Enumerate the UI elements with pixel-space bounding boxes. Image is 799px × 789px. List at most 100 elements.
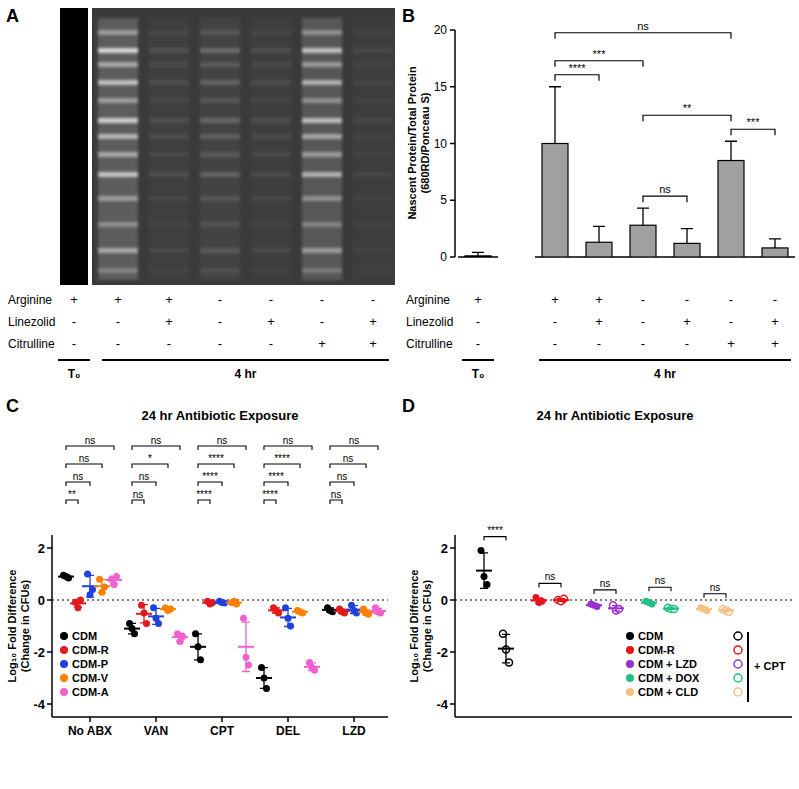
error-bar [612, 606, 620, 611]
x-tick [155, 717, 157, 722]
significance-bracket [555, 75, 599, 81]
significance-bracket [264, 464, 300, 468]
significance-label: ns [79, 453, 90, 464]
blot-band [98, 196, 138, 201]
significance-label: **** [487, 525, 503, 536]
blot-band [149, 134, 189, 139]
treatment-value: + [369, 336, 377, 351]
x-axis [458, 256, 498, 258]
panel-label: A [6, 6, 19, 26]
legend-bar [747, 632, 749, 702]
error-bar [296, 610, 304, 613]
blot-band [98, 30, 138, 35]
significance-label: **** [202, 471, 218, 482]
treatment-value: - [371, 292, 375, 307]
treatment-value: + [165, 292, 173, 307]
significance-bracket [330, 464, 366, 468]
error-bar [637, 208, 649, 225]
blot-band [251, 80, 291, 85]
points [476, 547, 734, 666]
blot-band [149, 98, 189, 103]
blot-band [302, 118, 342, 123]
treatment-value: - [685, 292, 689, 307]
significance-label: ns [710, 582, 721, 593]
blot-band [62, 152, 86, 157]
blot-band [200, 118, 240, 123]
error-bar [308, 663, 316, 671]
legend-label: CDM-V [72, 672, 109, 684]
treatment-value: - [773, 292, 777, 307]
treatment-value: - [269, 336, 273, 351]
treatment-value: + [267, 314, 275, 329]
significance-bracket [132, 464, 168, 468]
significance-label: ns [283, 435, 294, 446]
legend-marker-cpt [734, 688, 742, 696]
treatment-value: + [165, 314, 173, 329]
blot-band [98, 48, 138, 53]
y-axis-label: (Change in CFUs) [19, 580, 31, 673]
blot-lane [149, 18, 189, 280]
y-tick-label: -4 [436, 697, 448, 712]
legend-label: CDM + CLD [638, 686, 698, 698]
blot-band [251, 98, 291, 103]
significance-bracket [330, 446, 378, 450]
treatment-value: - [218, 292, 222, 307]
blot-band [302, 48, 342, 53]
group-line [58, 359, 90, 361]
treatment-value: + [114, 292, 122, 307]
error-bar [74, 599, 82, 607]
significance-label: ns [343, 453, 354, 464]
blot-band [62, 48, 86, 53]
blot-band [251, 172, 291, 177]
significance-label: ns [349, 435, 360, 446]
legend-marker [626, 688, 634, 696]
y-tick-label: 2 [38, 541, 45, 556]
significance-bracket [198, 482, 222, 486]
significance-bracket [330, 500, 342, 504]
group-line [539, 359, 791, 361]
blot-band [200, 196, 240, 201]
error-bar [502, 634, 510, 663]
significance-bracket [132, 500, 144, 504]
blot-band [149, 80, 189, 85]
treatment-label: Citrulline [8, 337, 55, 351]
x-tick [287, 717, 289, 722]
error-bar [700, 608, 708, 611]
legend-label: CDM-P [72, 658, 108, 670]
error-bar [206, 601, 214, 604]
treatment-value: - [641, 292, 645, 307]
y-tick [450, 599, 455, 601]
treatment-label: Linezolid [8, 315, 55, 329]
blot-band [149, 118, 189, 123]
x-tick-label: No ABX [68, 724, 112, 738]
mean-line [718, 609, 734, 611]
blot-lane [251, 18, 291, 280]
significance-label: **** [268, 471, 284, 482]
blot-band [98, 80, 138, 85]
blot-band [98, 248, 138, 253]
x-tick-label: DEL [276, 724, 300, 738]
blot-t0 [60, 8, 88, 285]
bar [762, 248, 788, 257]
significance-label: ns [337, 471, 348, 482]
figure: ABCDArginine+++----Linezolid--+-+-+Citru… [0, 0, 799, 789]
treatment-value: - [553, 336, 557, 351]
mean-line [553, 599, 569, 601]
y-tick-label: 0 [441, 593, 448, 608]
mean-line [226, 602, 242, 604]
significance-label: ns [659, 183, 671, 195]
y-tick-label: 20 [434, 23, 448, 37]
significance-bracket [555, 33, 731, 39]
significance-label: ns [73, 471, 84, 482]
mean-line [58, 576, 74, 578]
error-bar [593, 226, 605, 242]
y-tick-label: 10 [434, 137, 448, 151]
significance-label: ns [655, 575, 666, 586]
treatment-value: - [320, 314, 324, 329]
blot-band [353, 152, 393, 157]
significance-bracket [649, 587, 671, 591]
blot-band [302, 222, 342, 227]
point-cpt [558, 598, 565, 605]
blot-band [353, 196, 393, 201]
error-bar [242, 622, 250, 671]
